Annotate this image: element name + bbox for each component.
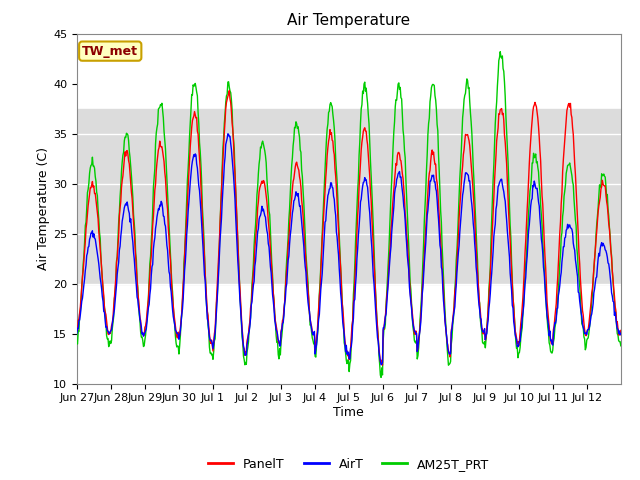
X-axis label: Time: Time: [333, 406, 364, 419]
Title: Air Temperature: Air Temperature: [287, 13, 410, 28]
Bar: [77, 108, 621, 284]
Text: TW_met: TW_met: [82, 45, 138, 58]
Y-axis label: Air Temperature (C): Air Temperature (C): [37, 147, 50, 270]
Legend: PanelT, AirT, AM25T_PRT: PanelT, AirT, AM25T_PRT: [203, 453, 495, 476]
